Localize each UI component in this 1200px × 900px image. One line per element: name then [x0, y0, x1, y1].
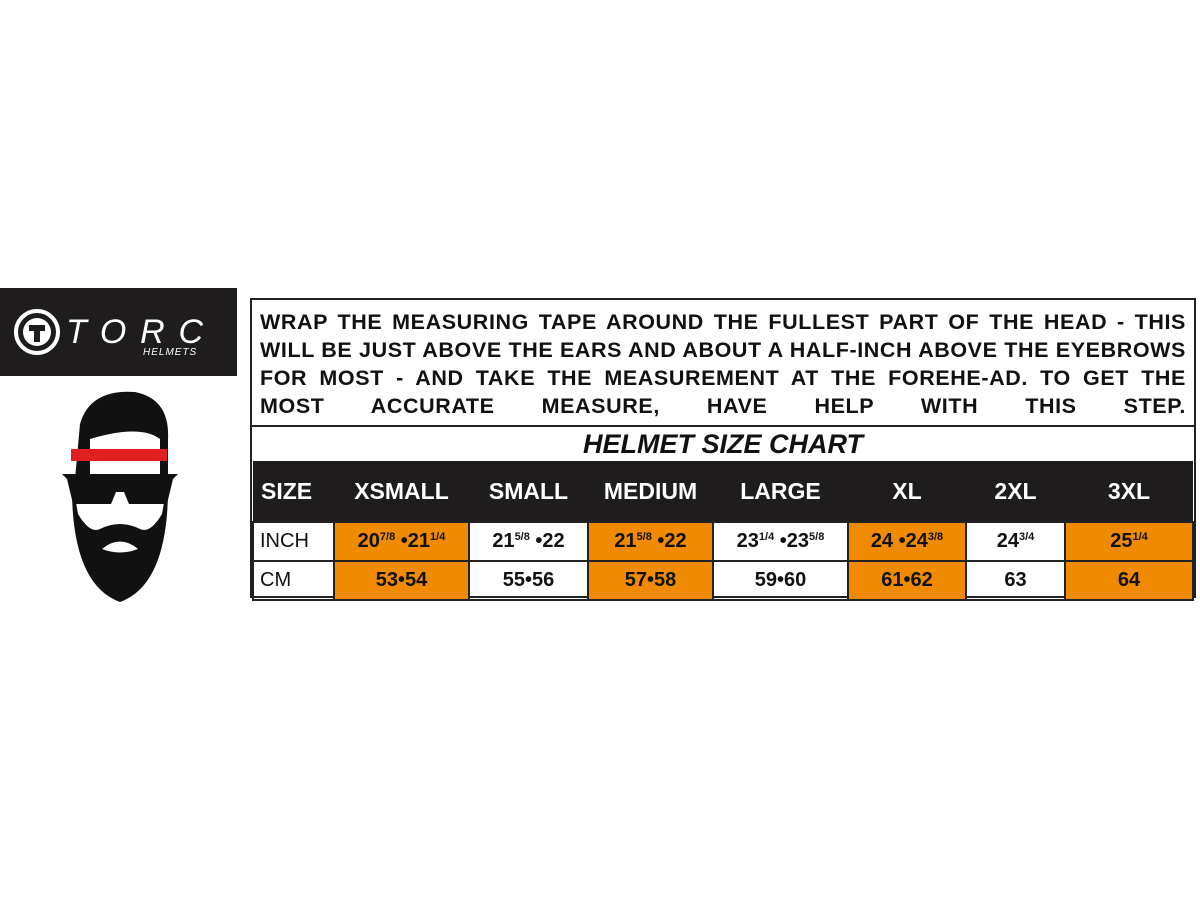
inch-fraction: 1/4: [430, 531, 446, 543]
bearded-head-illustration: [62, 391, 178, 602]
inch-fraction: 3/8: [927, 531, 944, 543]
header-row: SIZE XSMALL SMALL MEDIUM LARGE XL 2XL 3X…: [253, 461, 1193, 522]
inch-value: •21: [395, 530, 431, 552]
header-xsmall: XSMALL: [334, 461, 469, 522]
header-2xl: 2XL: [966, 461, 1065, 522]
torc-helmets-logo: TORC HELMETS: [0, 288, 237, 376]
inch-fraction: 1/4: [1132, 531, 1148, 543]
cm-row: CM 53•54 55•56 57•58 59•60 61•62 63 64: [252, 560, 1194, 601]
svg-text:HELMETS: HELMETS: [143, 347, 197, 358]
inch-cell: 231/4 •235/8: [712, 521, 849, 562]
inch-cell: 215/8 •22: [468, 521, 589, 562]
cm-cell: 64: [1064, 560, 1194, 601]
inch-value: 24: [870, 530, 899, 552]
inch-value: 21: [492, 530, 515, 552]
inch-value: •22: [529, 530, 565, 552]
size-chart: WRAP THE MEASURING TAPE AROUND THE FULLE…: [250, 298, 1196, 601]
inch-fraction: 5/8: [809, 531, 825, 543]
header-size: SIZE: [253, 461, 334, 522]
inch-value: 25: [1110, 530, 1133, 552]
inch-value: 20: [357, 530, 380, 552]
inch-fraction: 5/8: [514, 531, 530, 543]
torc-logo-icon: TORC HELMETS: [14, 309, 206, 358]
header-large: LARGE: [713, 461, 848, 522]
inch-cell: 243/4: [965, 521, 1066, 562]
inch-value: 24: [996, 530, 1019, 552]
inch-value: 21: [614, 530, 637, 552]
inch-cell: 215/8 •22: [587, 521, 714, 562]
inch-value: •22: [651, 530, 687, 552]
cm-cell: 61•62: [847, 560, 967, 601]
header-medium: MEDIUM: [588, 461, 713, 522]
header-xl: XL: [848, 461, 966, 522]
cm-cell: 55•56: [468, 560, 589, 601]
size-table: SIZE XSMALL SMALL MEDIUM LARGE XL 2XL 3X…: [252, 461, 1194, 601]
svg-text:TORC: TORC: [66, 313, 206, 351]
inch-fraction: 5/8: [636, 531, 652, 543]
measuring-tape-icon: [71, 449, 167, 461]
inch-label: INCH: [252, 521, 335, 562]
inch-value: 23: [736, 530, 759, 552]
inch-fraction: 1/4: [758, 531, 775, 543]
header-small: SMALL: [469, 461, 588, 522]
measuring-instructions: WRAP THE MEASURING TAPE AROUND THE FULLE…: [252, 300, 1194, 427]
chart-title: HELMET SIZE CHART: [582, 429, 863, 459]
cm-cell: 59•60: [712, 560, 849, 601]
inch-fraction: 3/4: [1018, 531, 1035, 543]
inch-value: •24: [898, 530, 928, 552]
inch-fraction: 7/8: [379, 531, 396, 543]
inch-cell: 251/4: [1064, 521, 1194, 562]
cm-label: CM: [252, 560, 335, 601]
inch-cell: 207/8 •211/4: [333, 521, 470, 562]
sunglasses-icon: [62, 474, 178, 504]
cm-cell: 63: [965, 560, 1066, 601]
inch-value: •23: [774, 530, 810, 552]
inch-cell: 24 •243/8: [847, 521, 967, 562]
inch-row: INCH 207/8 •211/4 215/8 •22 215/8 •22 231/4…: [252, 521, 1194, 562]
cm-cell: 53•54: [333, 560, 470, 601]
header-3xl: 3XL: [1065, 461, 1193, 522]
cm-cell: 57•58: [587, 560, 714, 601]
